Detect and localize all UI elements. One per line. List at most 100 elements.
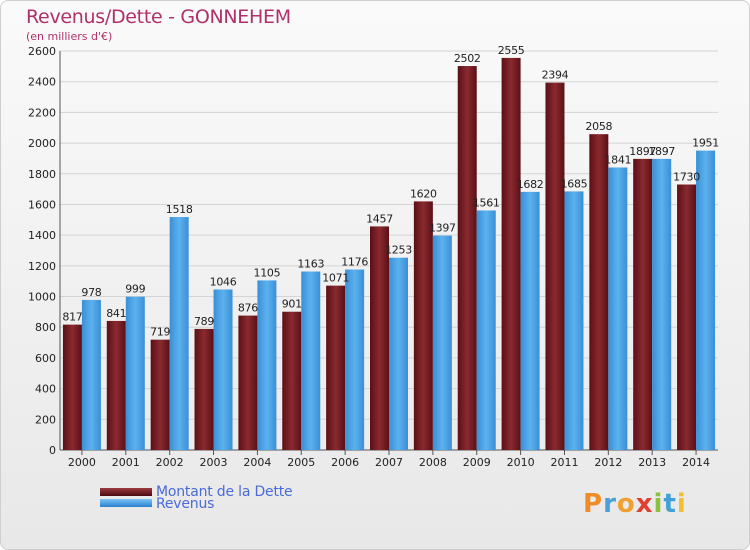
data-label-revenus: 1897 bbox=[648, 145, 675, 158]
y-tick-label: 2600 bbox=[28, 45, 56, 58]
data-label-revenus: 1046 bbox=[210, 275, 237, 288]
bar-dette bbox=[589, 134, 609, 450]
data-labels: 817 978 841 999 719 1518 789 1046 876 1105 901 1163… bbox=[62, 44, 719, 339]
data-label-dette: 841 bbox=[106, 307, 126, 320]
data-label-revenus: 999 bbox=[125, 283, 145, 296]
x-tick-label: 2014 bbox=[682, 456, 710, 469]
bar-dette bbox=[633, 158, 653, 450]
bar-dette bbox=[545, 82, 565, 451]
x-tick-label: 2000 bbox=[68, 456, 96, 469]
bar-revenus bbox=[389, 257, 408, 450]
data-label-revenus: 1105 bbox=[254, 266, 281, 279]
data-label-revenus: 1951 bbox=[692, 137, 719, 150]
y-tick-label: 800 bbox=[35, 321, 56, 334]
logo-letter: o bbox=[616, 489, 636, 519]
y-tick-label: 1200 bbox=[28, 260, 56, 273]
data-label-dette: 1730 bbox=[673, 171, 700, 184]
bar-revenus bbox=[652, 158, 672, 450]
bar-revenus bbox=[432, 235, 452, 450]
x-tick-label: 2013 bbox=[638, 456, 666, 469]
bars bbox=[62, 57, 716, 451]
logo-letter: i bbox=[676, 489, 687, 519]
legend-swatch-revenus bbox=[100, 499, 152, 507]
y-tick-label: 0 bbox=[49, 444, 56, 457]
data-label-revenus: 1841 bbox=[604, 153, 631, 166]
logo-letter: r bbox=[603, 489, 617, 519]
x-tick-label: 2008 bbox=[419, 456, 447, 469]
data-label-revenus: 1561 bbox=[473, 196, 500, 209]
bar-dette bbox=[677, 184, 697, 450]
y-tick-label: 200 bbox=[35, 413, 56, 426]
bar-revenus bbox=[345, 269, 365, 450]
x-tick-label: 2002 bbox=[156, 456, 184, 469]
logo-letter: P bbox=[583, 489, 604, 519]
x-tick-label: 2010 bbox=[507, 456, 535, 469]
bar-revenus bbox=[81, 299, 101, 450]
data-label-revenus: 1176 bbox=[341, 256, 368, 269]
data-label-dette: 2555 bbox=[498, 44, 525, 57]
y-tick-label: 1400 bbox=[28, 229, 56, 242]
data-label-dette: 719 bbox=[150, 326, 170, 339]
y-tick-label: 1800 bbox=[28, 168, 56, 181]
bar-revenus bbox=[520, 191, 540, 450]
x-tick-label: 2004 bbox=[243, 456, 271, 469]
x-tick-label: 2007 bbox=[375, 456, 403, 469]
bar-revenus bbox=[564, 191, 584, 451]
x-tick-label: 2011 bbox=[550, 456, 578, 469]
bar-revenus bbox=[608, 167, 628, 451]
bar-revenus bbox=[476, 210, 496, 450]
data-label-dette: 901 bbox=[282, 298, 302, 311]
bar-dette bbox=[457, 66, 477, 450]
chart-title: Revenus/Dette - GONNEHEM bbox=[26, 6, 291, 28]
bar-dette bbox=[106, 320, 126, 450]
bar-dette bbox=[370, 226, 389, 450]
y-tick-label: 400 bbox=[35, 383, 56, 396]
bar-dette bbox=[501, 57, 521, 451]
bar-dette bbox=[62, 324, 82, 450]
bar-revenus bbox=[301, 271, 321, 450]
data-label-revenus: 1685 bbox=[561, 177, 588, 190]
bar-dette bbox=[194, 328, 214, 450]
data-label-dette: 1620 bbox=[410, 187, 437, 200]
data-label-dette: 789 bbox=[194, 315, 214, 328]
bar-revenus bbox=[169, 217, 189, 450]
data-label-revenus: 1682 bbox=[517, 178, 544, 191]
bar-dette bbox=[282, 311, 302, 450]
x-tick-label: 2006 bbox=[331, 456, 359, 469]
proxiti-logo: Proxiti bbox=[583, 489, 687, 519]
bar-revenus bbox=[125, 296, 145, 450]
x-tick-label: 2012 bbox=[594, 456, 622, 469]
data-label-dette: 2502 bbox=[454, 52, 481, 65]
data-label-revenus: 1518 bbox=[166, 203, 193, 216]
x-tick-label: 2005 bbox=[287, 456, 315, 469]
data-label-dette: 876 bbox=[238, 302, 258, 315]
legend-label-revenus: Revenus bbox=[156, 496, 215, 512]
y-tick-label: 600 bbox=[35, 352, 56, 365]
logo-letter: t bbox=[663, 489, 677, 519]
data-label-revenus: 1253 bbox=[385, 244, 412, 257]
y-tick-label: 2400 bbox=[28, 76, 56, 89]
y-tick-label: 2200 bbox=[28, 106, 56, 119]
legend-label-debt: Montant de la Dette bbox=[156, 484, 293, 500]
bar-dette bbox=[413, 201, 433, 450]
y-tick-label: 1000 bbox=[28, 291, 56, 304]
logo-letter: x bbox=[635, 489, 654, 519]
data-label-revenus: 1397 bbox=[429, 222, 456, 235]
data-label-revenus: 1163 bbox=[297, 258, 324, 271]
data-label-dette: 817 bbox=[62, 311, 82, 324]
bar-revenus bbox=[213, 289, 233, 450]
bar-dette bbox=[238, 315, 258, 450]
bar-dette bbox=[150, 339, 170, 450]
bar-revenus bbox=[257, 280, 277, 450]
logo-letter: i bbox=[653, 489, 664, 519]
chart-subtitle: (en milliers d'€) bbox=[26, 30, 113, 43]
data-label-revenus: 978 bbox=[81, 286, 101, 299]
data-label-dette: 2058 bbox=[585, 120, 612, 133]
data-label-dette: 1457 bbox=[366, 212, 393, 225]
data-label-dette: 1897 bbox=[629, 145, 656, 158]
x-tick-label: 2001 bbox=[112, 456, 140, 469]
y-tick-label: 1600 bbox=[28, 198, 56, 211]
legend-swatch-debt bbox=[100, 488, 152, 496]
bar-dette bbox=[326, 285, 346, 450]
